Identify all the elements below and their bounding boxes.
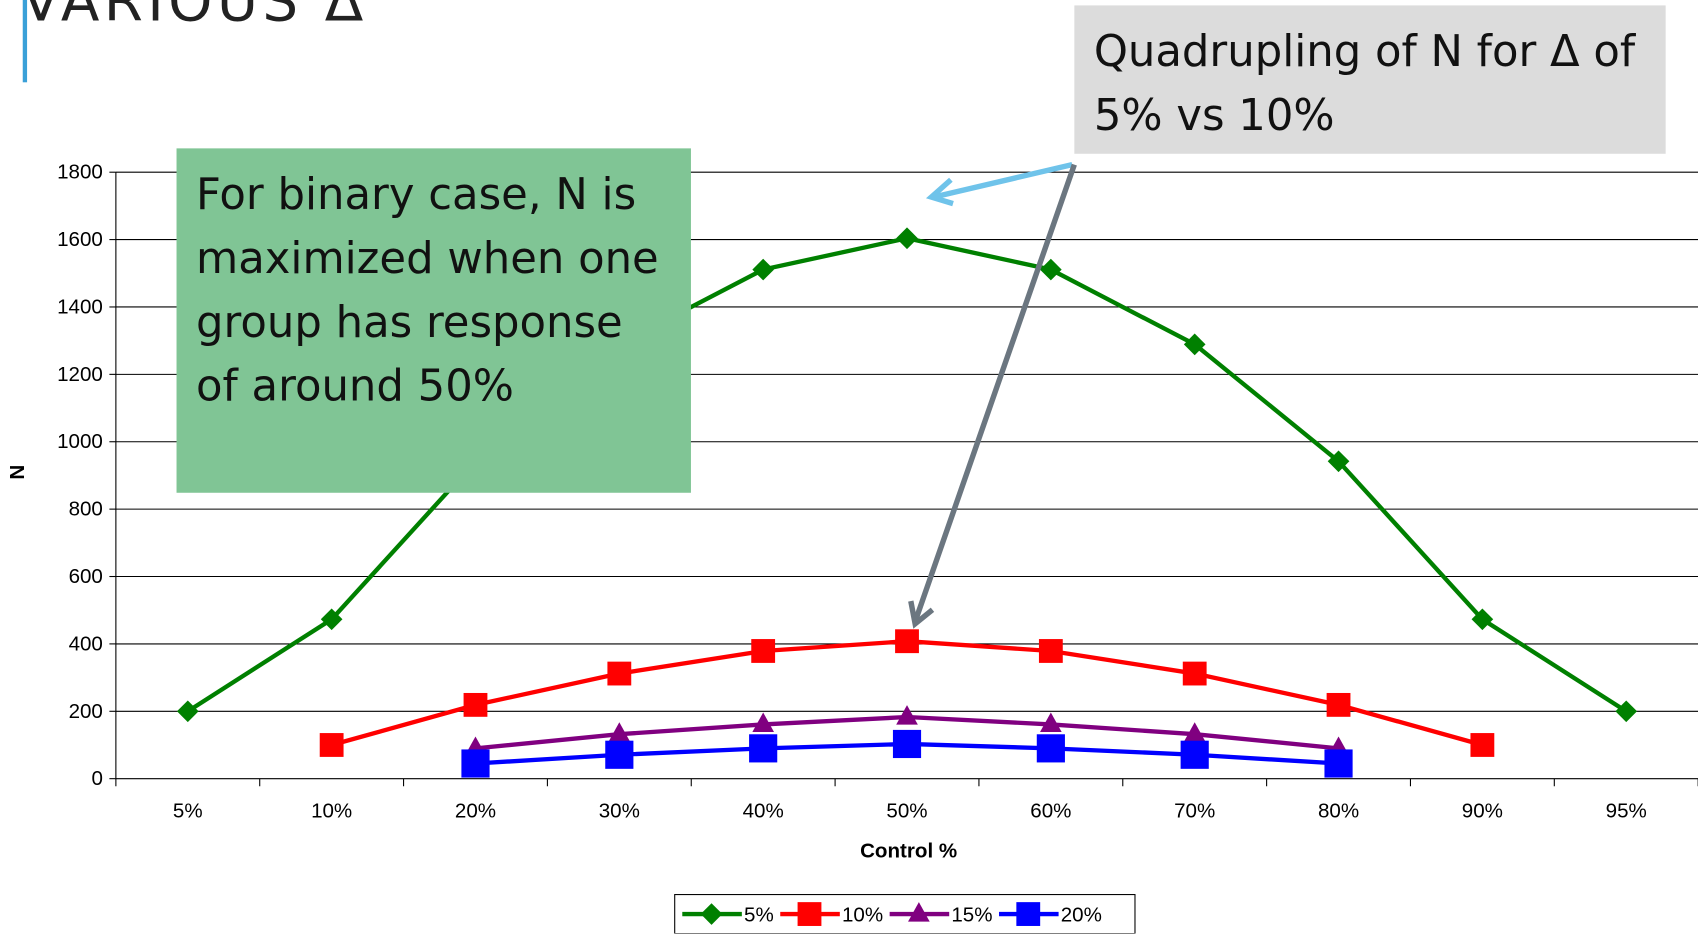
marker — [908, 902, 930, 922]
marker — [751, 639, 776, 663]
x-tick-label: 20% — [455, 800, 496, 823]
marker — [1183, 722, 1206, 742]
callout: For binary case, N is maximized when one… — [176, 148, 691, 493]
x-tick-label: 30% — [599, 800, 640, 823]
marker — [896, 227, 918, 250]
accent-bar — [22, 0, 28, 83]
y-tick-label: 400 — [69, 632, 103, 655]
marker — [752, 712, 775, 733]
x-tick-label: 10% — [311, 800, 352, 823]
y-tick-label: 1000 — [57, 430, 103, 453]
x-tick-label: 70% — [1174, 800, 1215, 823]
marker — [1324, 749, 1353, 778]
y-tick-label: 800 — [69, 498, 103, 521]
marker — [896, 705, 918, 725]
marker — [895, 629, 919, 654]
y-tick-label: 1600 — [57, 228, 103, 251]
marker — [1016, 902, 1041, 926]
marker — [608, 722, 631, 742]
y-tick-label: 200 — [69, 700, 103, 723]
marker — [1470, 733, 1495, 757]
marker — [749, 734, 778, 763]
marker — [319, 733, 344, 757]
legend-label: 10% — [842, 904, 883, 927]
marker — [1615, 700, 1638, 723]
marker — [1183, 333, 1206, 356]
legend-label: 20% — [1061, 904, 1102, 927]
x-axis-label: Control % — [860, 840, 957, 863]
marker — [892, 729, 922, 759]
marker — [605, 740, 634, 769]
marker — [1327, 450, 1350, 473]
y-tick-label: 1200 — [57, 363, 103, 386]
x-tick-label: 80% — [1318, 800, 1359, 823]
marker — [176, 700, 199, 723]
x-tick-label: 40% — [743, 800, 784, 823]
x-tick-label: 5% — [173, 800, 203, 823]
marker — [1038, 639, 1063, 663]
x-tick-label: 50% — [886, 800, 927, 823]
slide-title: VARIOUS Δ — [21, 0, 368, 35]
x-tick-label: 95% — [1606, 800, 1647, 823]
marker — [797, 902, 822, 926]
marker — [752, 258, 775, 281]
marker — [1180, 740, 1209, 769]
legend-label: 15% — [951, 904, 992, 927]
marker — [1040, 712, 1062, 733]
marker — [461, 749, 490, 778]
marker — [1036, 734, 1065, 763]
series-line — [331, 639, 1483, 748]
y-tick-label: 1800 — [57, 161, 103, 184]
legend-label: 5% — [744, 904, 774, 927]
marker — [607, 661, 632, 686]
marker — [463, 692, 488, 717]
marker — [1326, 692, 1351, 717]
y-tick-label: 1400 — [57, 295, 103, 318]
marker — [1182, 661, 1207, 686]
y-tick-label: 0 — [91, 767, 102, 790]
y-axis-label: N — [6, 465, 29, 480]
callout: Quadrupling of N for Δ of 5% vs 10% — [1074, 5, 1666, 154]
series — [319, 629, 1495, 757]
series — [461, 729, 1353, 778]
x-tick-label: 60% — [1030, 800, 1071, 823]
marker — [700, 903, 723, 925]
marker — [1040, 258, 1062, 281]
y-tick-label: 600 — [69, 565, 103, 588]
x-tick-label: 90% — [1462, 800, 1503, 823]
